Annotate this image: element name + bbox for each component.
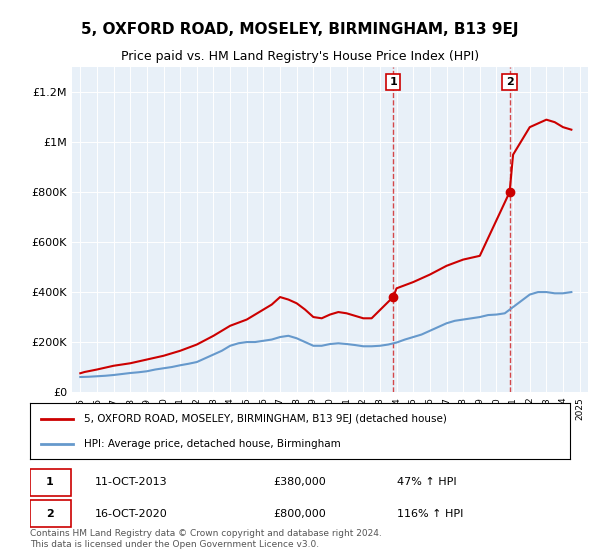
Text: £380,000: £380,000 — [273, 477, 326, 487]
Text: 1: 1 — [389, 77, 397, 87]
FancyBboxPatch shape — [30, 501, 71, 528]
FancyBboxPatch shape — [30, 469, 71, 496]
Text: 2: 2 — [46, 509, 54, 519]
Text: Contains HM Land Registry data © Crown copyright and database right 2024.
This d: Contains HM Land Registry data © Crown c… — [30, 529, 382, 549]
Text: 2: 2 — [506, 77, 514, 87]
Text: Price paid vs. HM Land Registry's House Price Index (HPI): Price paid vs. HM Land Registry's House … — [121, 50, 479, 63]
Text: 11-OCT-2013: 11-OCT-2013 — [95, 477, 167, 487]
Text: HPI: Average price, detached house, Birmingham: HPI: Average price, detached house, Birm… — [84, 438, 341, 449]
Text: 5, OXFORD ROAD, MOSELEY, BIRMINGHAM, B13 9EJ (detached house): 5, OXFORD ROAD, MOSELEY, BIRMINGHAM, B13… — [84, 414, 447, 424]
Text: £800,000: £800,000 — [273, 509, 326, 519]
Text: 1: 1 — [46, 477, 54, 487]
Text: 5, OXFORD ROAD, MOSELEY, BIRMINGHAM, B13 9EJ: 5, OXFORD ROAD, MOSELEY, BIRMINGHAM, B13… — [81, 22, 519, 38]
Text: 47% ↑ HPI: 47% ↑ HPI — [397, 477, 457, 487]
Text: 116% ↑ HPI: 116% ↑ HPI — [397, 509, 464, 519]
Text: 16-OCT-2020: 16-OCT-2020 — [95, 509, 167, 519]
